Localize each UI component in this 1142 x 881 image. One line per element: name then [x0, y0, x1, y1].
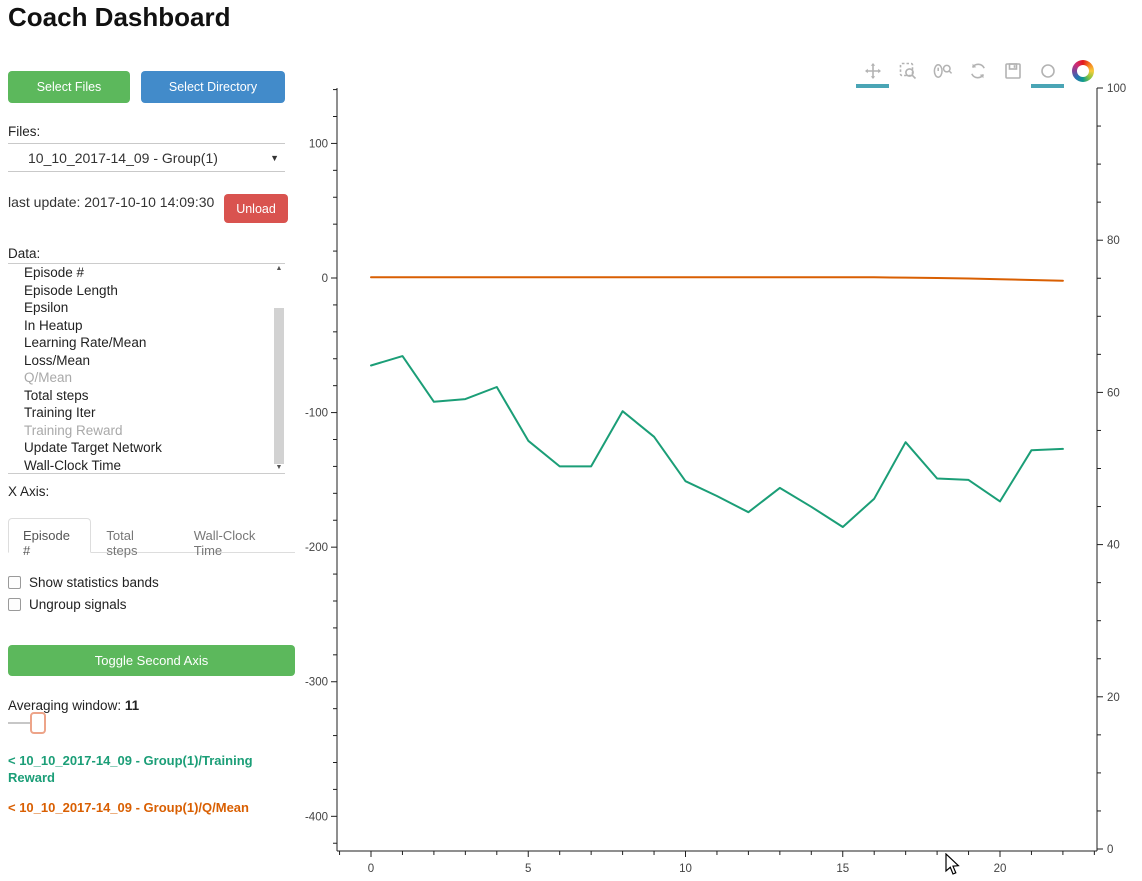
svg-text:-200: -200 — [305, 542, 328, 554]
list-item[interactable]: Loss/Mean — [24, 352, 91, 368]
reset-tool-icon[interactable] — [967, 58, 988, 84]
legend-entry-q-mean[interactable]: < 10_10_2017-14_09 - Group(1)/Q/Mean — [8, 800, 249, 815]
svg-text:0: 0 — [322, 273, 328, 285]
tab-total-steps[interactable]: Total steps — [106, 528, 138, 558]
mouse-cursor — [945, 853, 960, 875]
svg-text:20: 20 — [994, 863, 1007, 875]
svg-text:20: 20 — [1107, 692, 1120, 704]
list-item[interactable]: In Heatup — [24, 317, 83, 333]
svg-text:40: 40 — [1107, 540, 1120, 552]
list-item[interactable]: Training Reward — [24, 422, 123, 438]
chart-legend: < 10_10_2017-14_09 - Group(1)/Training R… — [8, 753, 292, 831]
tab-wall-clock-time[interactable]: Wall-Clock Time — [193, 528, 256, 558]
last-update-text: last update: 2017-10-10 14:09:30 — [8, 194, 215, 210]
averaging-window-slider-handle[interactable] — [30, 712, 46, 734]
svg-text:100: 100 — [1107, 83, 1126, 95]
file-select[interactable]: 10_10_2017-14_09 - Group(1) ▼ — [8, 143, 285, 172]
averaging-window-slider-track[interactable] — [8, 722, 30, 724]
list-item[interactable]: Wall-Clock Time — [24, 457, 122, 473]
svg-text:-400: -400 — [305, 811, 328, 823]
tab-episode-number[interactable]: Episode # — [8, 518, 92, 558]
ungroup-signals-label: Ungroup signals — [29, 597, 127, 612]
list-item[interactable]: Episode # — [24, 265, 85, 280]
list-item[interactable]: Total steps — [24, 387, 89, 403]
show-statistics-bands-checkbox[interactable] — [8, 576, 21, 589]
svg-text:60: 60 — [1107, 387, 1120, 399]
svg-text:100: 100 — [309, 138, 328, 150]
chevron-down-icon: ▼ — [270, 152, 279, 163]
x-axis-tabs: Episode # Total steps Wall-Clock Time — [8, 517, 295, 558]
legend-entry-training-reward[interactable]: < 10_10_2017-14_09 - Group(1)/Training R… — [8, 753, 253, 785]
files-label: Files: — [8, 124, 41, 139]
svg-text:10: 10 — [679, 863, 692, 875]
ungroup-signals-checkbox[interactable] — [8, 598, 21, 611]
pan-tool-icon[interactable] — [856, 58, 889, 88]
show-statistics-bands-label: Show statistics bands — [29, 575, 159, 590]
bokeh-logo-icon[interactable] — [1072, 60, 1094, 82]
averaging-window-value: 11 — [124, 698, 140, 713]
unload-button[interactable]: Unload — [224, 194, 288, 223]
plot-svg[interactable]: 0 5 10 15 20 100 0 -100 -200 -300 -400 0 20 40 60 80 100 — [295, 0, 1142, 881]
file-select-value: 10_10_2017-14_09 - Group(1) — [28, 149, 218, 166]
data-list-items: Episode # Episode Length Epsilon In Heatup L… — [8, 264, 285, 473]
list-item[interactable]: Episode Length — [24, 282, 118, 298]
svg-text:0: 0 — [1107, 844, 1113, 856]
show-statistics-bands-row: Show statistics bands — [8, 575, 159, 590]
chart-panel: 0 5 10 15 20 100 0 -100 -200 -300 -400 0 20 40 60 80 100 — [295, 0, 1142, 881]
box-zoom-tool-icon[interactable] — [897, 58, 918, 84]
save-tool-icon[interactable] — [1002, 58, 1023, 84]
ungroup-signals-row: Ungroup signals — [8, 597, 127, 612]
select-directory-button[interactable]: Select Directory — [141, 71, 285, 103]
averaging-window-text: Averaging window: — [8, 698, 122, 713]
toggle-second-axis-button[interactable]: Toggle Second Axis — [8, 645, 295, 676]
wheel-zoom-tool-icon[interactable] — [932, 58, 953, 84]
scroll-down-icon[interactable]: ▼ — [275, 464, 283, 471]
hover-tool-icon[interactable] — [1031, 58, 1064, 88]
data-label: Data: — [8, 246, 41, 261]
data-list: Episode # Episode Length Epsilon In Heatup L… — [8, 263, 285, 474]
scrollbar-thumb[interactable] — [274, 308, 284, 464]
svg-text:0: 0 — [368, 863, 374, 875]
page-title: Coach Dashboard — [8, 2, 231, 32]
svg-text:15: 15 — [836, 863, 849, 875]
svg-text:-300: -300 — [305, 677, 328, 689]
data-list-scrollbar[interactable]: ▲ ▼ — [273, 264, 285, 473]
averaging-window-label: Averaging window: 11 — [8, 698, 139, 713]
list-item[interactable]: Q/Mean — [24, 370, 73, 385]
bokeh-toolbar — [856, 58, 1094, 88]
list-item[interactable]: Update Target Network — [24, 440, 162, 455]
list-item[interactable]: Learning Rate/Mean — [24, 335, 147, 350]
svg-text:5: 5 — [525, 863, 531, 875]
scroll-up-icon[interactable]: ▲ — [275, 265, 283, 272]
list-item[interactable]: Epsilon — [24, 300, 69, 315]
svg-text:-100: -100 — [305, 408, 328, 420]
sidebar: Select Files Select Directory Files: 10_… — [0, 0, 300, 881]
x-axis-label: X Axis: — [8, 484, 50, 499]
select-files-button[interactable]: Select Files — [8, 71, 130, 103]
svg-text:80: 80 — [1107, 235, 1120, 247]
list-item[interactable]: Training Iter — [24, 405, 96, 420]
